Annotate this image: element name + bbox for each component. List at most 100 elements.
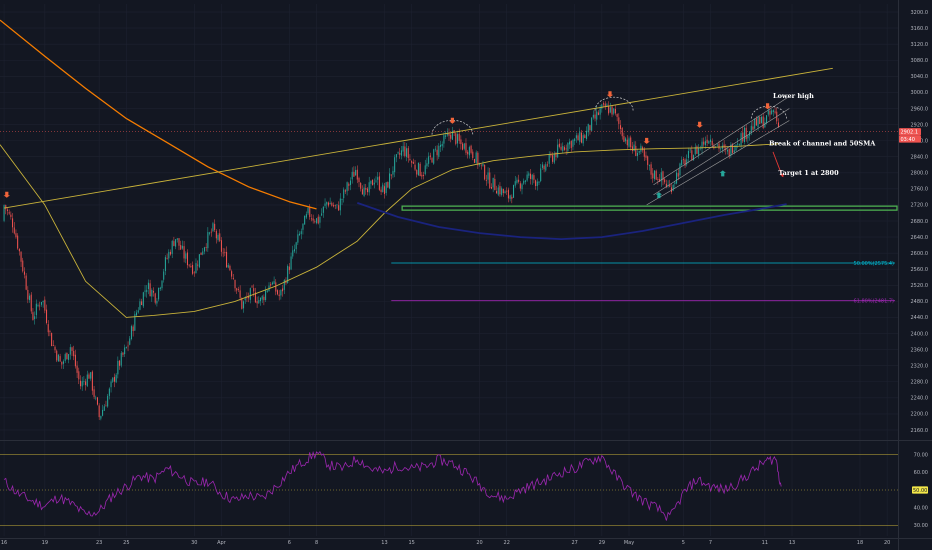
price-tag-label: 03:40	[901, 137, 915, 143]
candle	[365, 183, 367, 195]
candle	[47, 320, 49, 337]
candle	[518, 174, 520, 184]
candle	[361, 185, 363, 195]
candle	[297, 229, 299, 246]
candle	[283, 278, 285, 295]
price-tick-label: 2160.0	[911, 428, 929, 434]
target-arrow[interactable]	[772, 151, 783, 177]
candle	[728, 148, 730, 159]
price-tag: 2902.1	[899, 128, 921, 136]
candle	[326, 201, 328, 210]
candle	[181, 240, 183, 250]
channel-line[interactable]	[653, 96, 790, 186]
candle	[336, 204, 338, 209]
time-tick-label: 30	[191, 540, 197, 546]
down-arrow-icon[interactable]	[764, 103, 771, 110]
price-tick-label: 3200.0	[911, 10, 929, 16]
candle	[492, 177, 494, 193]
time-tick-label: 13	[381, 540, 387, 546]
moving-average-line[interactable]	[0, 19, 317, 210]
candle	[762, 113, 764, 130]
time-tick-label: 23	[96, 540, 102, 546]
time-tick-label: 15	[408, 540, 414, 546]
candle	[618, 113, 620, 130]
candle	[203, 246, 205, 255]
candle	[540, 163, 542, 183]
candle	[521, 182, 523, 195]
price-axis[interactable]: 3200.0 3160.0 3120.0 3080.0 3040.0 3000.0 2960…	[899, 10, 928, 434]
price-tick-label: 2960.0	[911, 106, 929, 112]
candle	[91, 370, 93, 395]
moving-average-line[interactable]	[357, 202, 787, 241]
candle	[392, 166, 394, 178]
candle	[375, 176, 377, 183]
candle	[370, 180, 372, 190]
candle	[64, 352, 66, 363]
candle	[621, 127, 623, 140]
top-arc[interactable]	[750, 105, 787, 119]
time-tick-label: 22	[504, 540, 510, 546]
candle	[175, 239, 177, 250]
rsi-tick-label: 40.00	[914, 505, 928, 511]
chart-annotation[interactable]: Target 1 at 2800	[778, 169, 839, 177]
top-arc[interactable]	[594, 96, 634, 111]
candle	[125, 346, 127, 349]
candle	[506, 187, 508, 195]
candle	[716, 143, 718, 147]
rsi-line[interactable]	[3, 450, 782, 521]
candle	[321, 208, 323, 217]
rsi-tick-label: 30.00	[914, 523, 928, 529]
support-zone[interactable]	[401, 205, 898, 211]
chart-annotation[interactable]: Lower high	[773, 92, 814, 100]
trend-line[interactable]	[4, 67, 833, 209]
candle	[270, 282, 272, 288]
candle	[40, 301, 42, 307]
candle	[636, 148, 639, 161]
candle	[331, 201, 333, 207]
up-arrow-icon[interactable]	[719, 170, 726, 177]
candle	[431, 157, 433, 163]
candle	[424, 159, 426, 176]
candle	[434, 145, 436, 152]
candle	[95, 395, 97, 401]
up-arrow-icon[interactable]	[655, 192, 663, 199]
candle	[407, 146, 409, 163]
candle	[587, 123, 589, 137]
candle	[168, 249, 170, 264]
candle	[98, 403, 100, 420]
candle	[472, 149, 474, 161]
down-arrow-icon[interactable]	[3, 191, 10, 198]
candle	[535, 179, 537, 190]
candle	[316, 218, 318, 225]
candle	[188, 264, 190, 268]
candle	[334, 204, 336, 210]
indicator-lines	[0, 19, 833, 318]
candle	[62, 359, 65, 369]
candle	[480, 164, 482, 170]
time-axis[interactable]: 16 19 23 25 30 Apr 6 8 13 15 20 22 27 29 May 5 7 11 13 18 20	[1, 540, 890, 546]
candle	[195, 258, 197, 274]
chart-annotation[interactable]: Break of channel and 50SMA	[769, 139, 876, 147]
candle	[577, 133, 579, 141]
channel-line[interactable]	[646, 120, 790, 206]
channel-line[interactable]	[653, 108, 790, 196]
candle	[112, 377, 114, 383]
time-tick-label: 11	[762, 540, 768, 546]
down-arrow-icon[interactable]	[643, 137, 650, 144]
candle	[209, 231, 211, 236]
candle	[73, 345, 75, 361]
down-arrow-icon[interactable]	[696, 121, 703, 128]
rsi-value-tag: 50.00	[912, 486, 928, 494]
down-arrow-icon[interactable]	[606, 91, 614, 98]
candle	[6, 207, 8, 216]
candle	[709, 134, 712, 147]
candle	[463, 142, 465, 151]
price-tick-label: 3160.0	[911, 26, 929, 32]
target-arrow-head	[780, 173, 784, 178]
down-arrow-icon[interactable]	[449, 117, 456, 124]
candle	[300, 228, 302, 240]
fib-levels: 50.00%(2575.4) 61.80%(2481.7)	[391, 261, 895, 304]
candle	[514, 175, 516, 188]
